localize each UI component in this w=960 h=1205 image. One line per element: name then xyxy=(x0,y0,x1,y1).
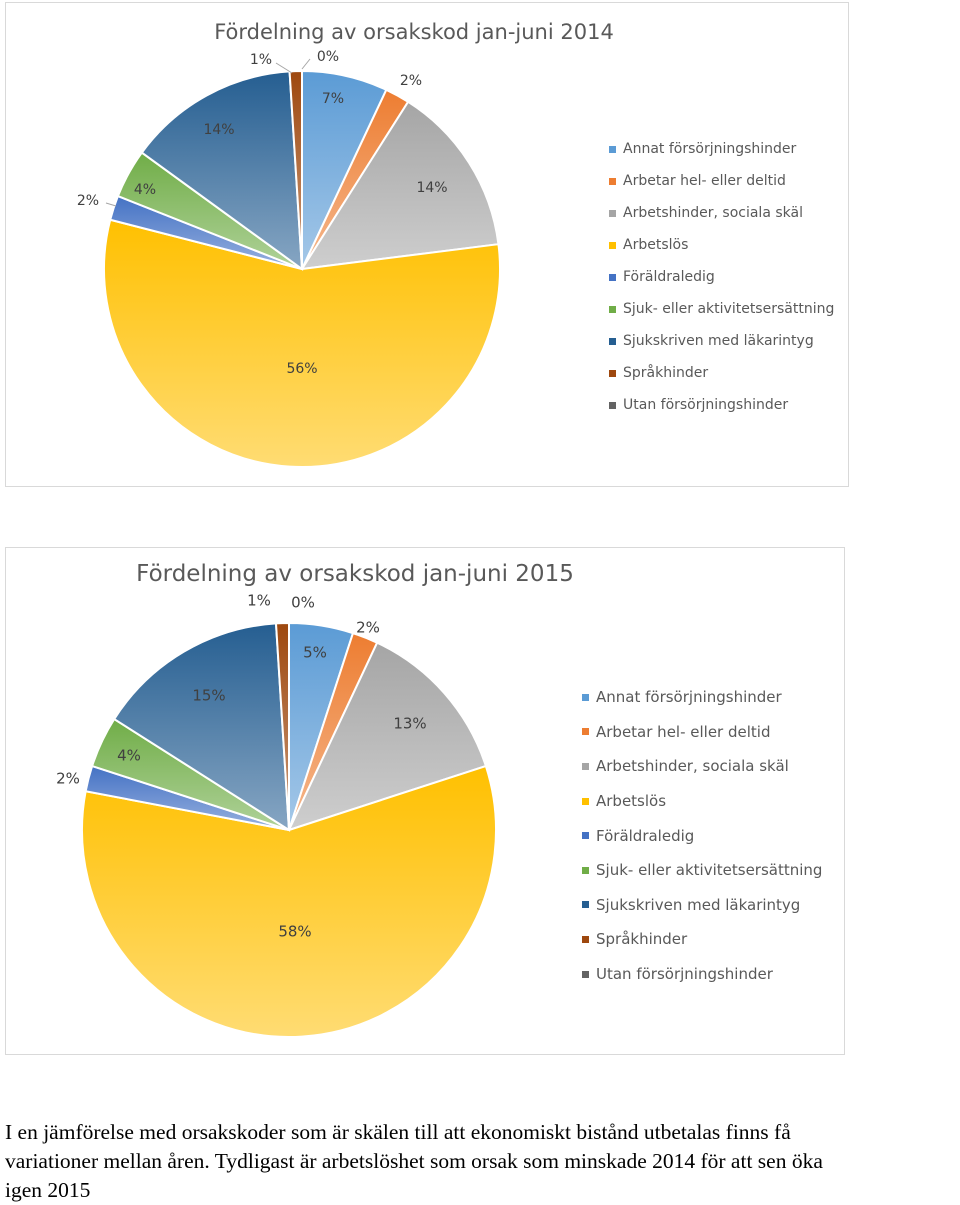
legend-label: Arbetar hel- eller deltid xyxy=(623,173,786,189)
legend-item: Arbetslös xyxy=(609,229,834,261)
legend-label: Sjuk- eller aktivitetsersättning xyxy=(596,861,823,880)
legend-item: Arbetshinder, sociala skäl xyxy=(582,749,822,784)
legend-item: Sjuk- eller aktivitetsersättning xyxy=(582,853,822,888)
legend-swatch xyxy=(609,401,616,409)
data-label: 1% xyxy=(250,52,272,68)
legend-label: Annat försörjningshinder xyxy=(623,141,797,157)
pie-slice xyxy=(300,100,500,271)
pie-chart-2014: Fördelning av orsakskod jan-juni 2014 7%… xyxy=(5,2,849,487)
pie-slice xyxy=(81,764,497,1038)
legend-label: Sjuk- eller aktivitetsersättning xyxy=(623,301,835,317)
legend-label: Annat försörjningshinder xyxy=(596,688,782,707)
legend-swatch xyxy=(609,209,616,217)
legend-item: Språkhinder xyxy=(582,922,822,957)
data-label: 13% xyxy=(393,715,426,733)
legend-swatch xyxy=(582,866,589,874)
legend-item: Sjuk- eller aktivitetsersättning xyxy=(609,293,834,325)
legend-item: Språkhinder xyxy=(609,357,834,389)
legend-swatch xyxy=(582,762,589,770)
data-label: 2% xyxy=(77,193,99,209)
data-label: 1% xyxy=(247,592,271,610)
legend-swatch xyxy=(582,935,589,943)
chart-title: Fördelning av orsakskod jan-juni 2014 xyxy=(214,20,614,44)
legend-swatch xyxy=(582,797,589,805)
legend-item: Utan försörjningshinder xyxy=(582,957,822,992)
pie-chart-2015: Fördelning av orsakskod jan-juni 2015 5%… xyxy=(5,547,845,1055)
legend-item: Annat försörjningshinder xyxy=(582,680,822,715)
legend-swatch xyxy=(609,177,616,185)
pie-2015: 5% 2% 13% 58% 2% 4% 15% 1% 0% xyxy=(56,592,497,1038)
legend-swatch xyxy=(582,728,589,736)
data-label: 14% xyxy=(416,180,447,196)
legend-swatch xyxy=(609,273,616,281)
legend-label: Utan försörjningshinder xyxy=(623,397,789,413)
data-label: 5% xyxy=(303,644,327,662)
legend-label: Arbetslös xyxy=(623,237,689,253)
legend-label: Språkhinder xyxy=(596,930,688,949)
legend-item: Annat försörjningshinder xyxy=(609,133,834,165)
data-label: 4% xyxy=(134,182,156,198)
legend-item: Arbetshinder, sociala skäl xyxy=(609,197,834,229)
leader-line xyxy=(275,62,293,74)
caption-line: I en jämförelse med orsakskoder som är s… xyxy=(5,1120,791,1144)
legend-item: Sjukskriven med läkarintyg xyxy=(609,325,834,357)
data-label: 15% xyxy=(192,687,225,705)
pie-slice xyxy=(112,622,291,832)
pie-slice xyxy=(287,641,488,832)
data-label: 58% xyxy=(278,923,311,941)
leader-line xyxy=(105,202,117,207)
caption-line: igen 2015 xyxy=(5,1178,91,1202)
legend-swatch xyxy=(609,145,616,153)
data-label: 14% xyxy=(203,122,234,138)
legend-swatch xyxy=(609,337,616,345)
legend-swatch xyxy=(582,693,589,701)
legend-item: Föräldraledig xyxy=(582,818,822,853)
legend-label: Språkhinder xyxy=(623,365,709,381)
caption-text: I en jämförelse med orsakskoder som är s… xyxy=(5,1118,957,1205)
data-label: 2% xyxy=(56,770,80,788)
caption-line: variationer mellan åren. Tydligast är ar… xyxy=(5,1149,823,1173)
legend: Annat försörjningshinder Arbetar hel- ell… xyxy=(609,133,834,421)
legend-label: Utan försörjningshinder xyxy=(596,965,773,984)
legend-swatch xyxy=(582,832,589,840)
legend-item: Arbetslös xyxy=(582,784,822,819)
legend-item: Sjukskriven med läkarintyg xyxy=(582,888,822,923)
legend-swatch xyxy=(582,970,589,978)
legend-label: Sjukskriven med läkarintyg xyxy=(623,333,814,349)
legend-swatch xyxy=(609,369,616,377)
legend-item: Arbetar hel- eller deltid xyxy=(582,715,822,750)
legend-item: Arbetar hel- eller deltid xyxy=(609,165,834,197)
legend-item: Föräldraledig xyxy=(609,261,834,293)
chart-title: Fördelning av orsakskod jan-juni 2015 xyxy=(136,561,574,587)
legend-label: Föräldraledig xyxy=(596,826,695,845)
data-label: 7% xyxy=(322,91,344,107)
data-label: 0% xyxy=(317,49,339,65)
data-label: 4% xyxy=(117,747,141,765)
legend: Annat försörjningshinder Arbetar hel- ell… xyxy=(582,680,822,991)
legend-label: Arbetshinder, sociala skäl xyxy=(623,205,803,221)
legend-label: Arbetshinder, sociala skäl xyxy=(596,757,789,776)
legend-label: Föräldraledig xyxy=(623,269,715,285)
legend-swatch xyxy=(582,901,589,909)
legend-item: Utan försörjningshinder xyxy=(609,389,834,421)
legend-label: Arbetar hel- eller deltid xyxy=(596,722,771,741)
legend-label: Sjukskriven med läkarintyg xyxy=(596,895,801,914)
pie-slice xyxy=(140,70,304,272)
pie-slice xyxy=(103,218,501,468)
data-label: 56% xyxy=(286,361,317,377)
legend-swatch xyxy=(609,305,616,313)
data-label: 2% xyxy=(356,619,380,637)
pie-2014: 7% 2% 14% 56% 2% 4% 14% 1% 0% xyxy=(77,49,501,468)
data-label: 0% xyxy=(291,594,315,612)
leader-line xyxy=(301,58,311,70)
data-label: 2% xyxy=(400,73,422,89)
legend-swatch xyxy=(609,241,616,249)
legend-label: Arbetslös xyxy=(596,792,667,811)
